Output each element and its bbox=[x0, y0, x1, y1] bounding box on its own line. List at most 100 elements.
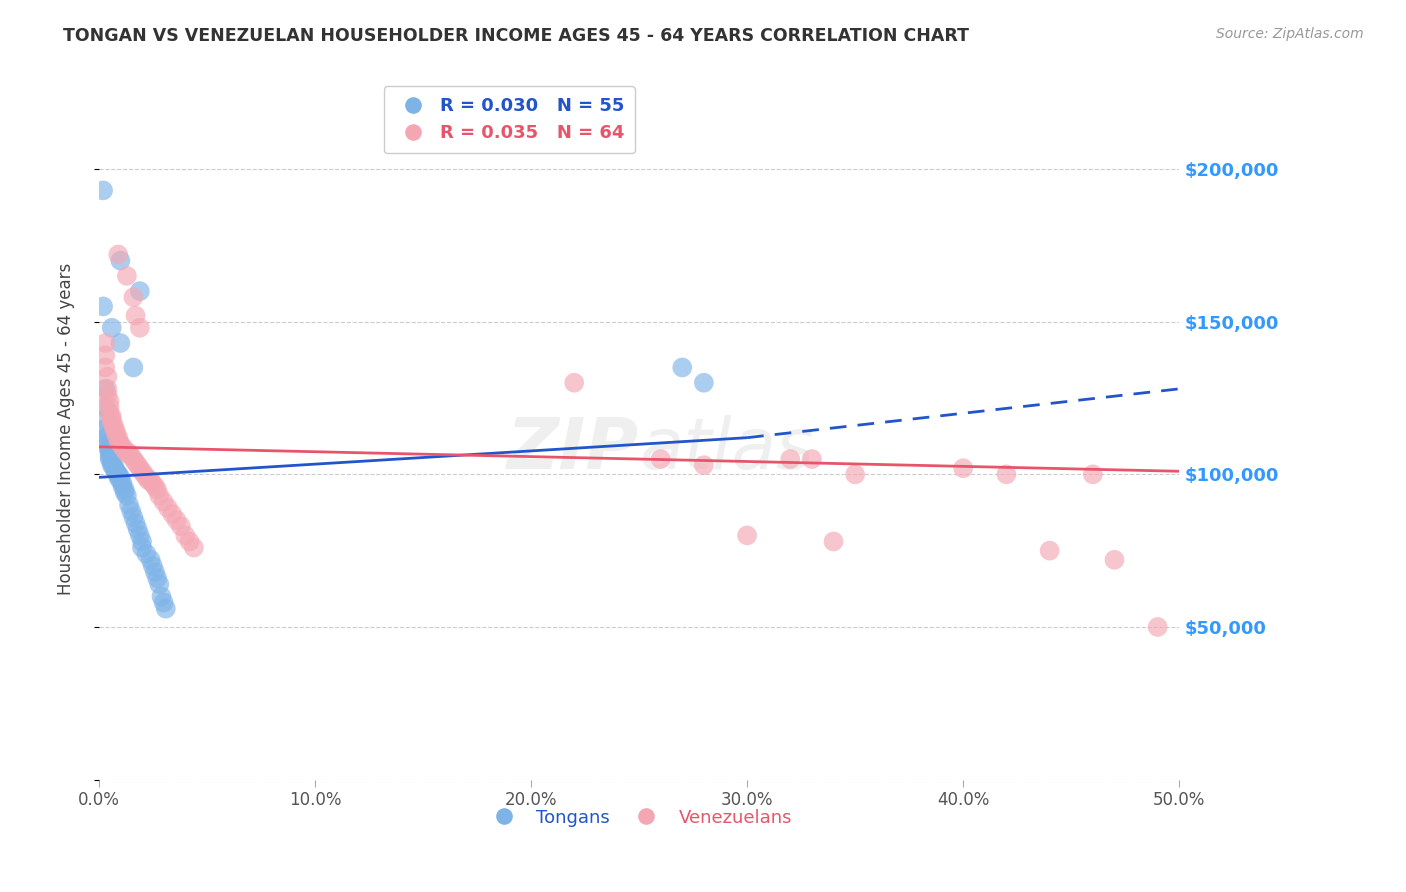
Point bbox=[122, 510, 145, 524]
Point bbox=[115, 446, 138, 460]
Point bbox=[127, 458, 149, 472]
Point bbox=[128, 320, 150, 334]
Point bbox=[100, 409, 122, 424]
Point bbox=[1039, 543, 1062, 558]
Point bbox=[142, 476, 165, 491]
Point bbox=[94, 382, 117, 396]
Point bbox=[98, 449, 121, 463]
Point bbox=[155, 601, 177, 615]
Point bbox=[166, 513, 188, 527]
Point bbox=[96, 382, 118, 396]
Point bbox=[105, 427, 128, 442]
Point bbox=[650, 452, 672, 467]
Point bbox=[124, 455, 146, 469]
Point bbox=[146, 571, 169, 585]
Point bbox=[142, 558, 165, 573]
Point bbox=[995, 467, 1018, 482]
Point bbox=[138, 474, 160, 488]
Point bbox=[107, 431, 129, 445]
Text: TONGAN VS VENEZUELAN HOUSEHOLDER INCOME AGES 45 - 64 YEARS CORRELATION CHART: TONGAN VS VENEZUELAN HOUSEHOLDER INCOME … bbox=[63, 27, 969, 45]
Point bbox=[103, 418, 125, 433]
Point bbox=[107, 467, 129, 482]
Text: atlas: atlas bbox=[640, 415, 814, 484]
Point bbox=[103, 458, 125, 472]
Point bbox=[124, 309, 146, 323]
Point bbox=[114, 485, 136, 500]
Point bbox=[105, 425, 128, 439]
Point bbox=[110, 474, 132, 488]
Point bbox=[135, 470, 157, 484]
Point bbox=[152, 595, 174, 609]
Point bbox=[118, 446, 141, 460]
Point bbox=[128, 461, 150, 475]
Y-axis label: Householder Income Ages 45 - 64 years: Householder Income Ages 45 - 64 years bbox=[58, 262, 75, 595]
Point bbox=[143, 479, 166, 493]
Point bbox=[122, 360, 145, 375]
Point bbox=[98, 446, 121, 460]
Point bbox=[162, 507, 184, 521]
Point bbox=[110, 437, 132, 451]
Point bbox=[107, 434, 129, 448]
Point bbox=[96, 431, 118, 445]
Point bbox=[128, 284, 150, 298]
Point bbox=[111, 440, 134, 454]
Point bbox=[134, 467, 156, 482]
Point bbox=[800, 452, 823, 467]
Point bbox=[96, 388, 118, 402]
Point bbox=[96, 427, 118, 442]
Point bbox=[96, 437, 118, 451]
Point bbox=[100, 320, 122, 334]
Point bbox=[1081, 467, 1104, 482]
Point bbox=[131, 464, 153, 478]
Point bbox=[103, 421, 125, 435]
Point bbox=[110, 336, 132, 351]
Point bbox=[98, 394, 121, 409]
Point bbox=[146, 483, 169, 497]
Point bbox=[107, 467, 129, 482]
Point bbox=[124, 516, 146, 531]
Point bbox=[114, 483, 136, 497]
Point bbox=[122, 452, 145, 467]
Point bbox=[100, 416, 122, 430]
Point bbox=[1146, 620, 1168, 634]
Point bbox=[94, 336, 117, 351]
Text: Source: ZipAtlas.com: Source: ZipAtlas.com bbox=[1216, 27, 1364, 41]
Point bbox=[1104, 553, 1126, 567]
Point bbox=[823, 534, 845, 549]
Point bbox=[118, 498, 141, 512]
Point bbox=[179, 534, 201, 549]
Point bbox=[98, 442, 121, 457]
Point bbox=[135, 547, 157, 561]
Point bbox=[131, 534, 153, 549]
Point bbox=[671, 360, 693, 375]
Point bbox=[170, 519, 193, 533]
Point bbox=[844, 467, 866, 482]
Point bbox=[107, 247, 129, 261]
Point bbox=[96, 369, 118, 384]
Text: ZIP: ZIP bbox=[506, 415, 640, 484]
Point bbox=[91, 300, 114, 314]
Point bbox=[131, 541, 153, 555]
Point bbox=[150, 590, 173, 604]
Point bbox=[111, 476, 134, 491]
Point bbox=[100, 458, 122, 472]
Point bbox=[562, 376, 585, 390]
Point bbox=[115, 268, 138, 283]
Point bbox=[100, 452, 122, 467]
Point bbox=[115, 489, 138, 503]
Point bbox=[94, 360, 117, 375]
Point bbox=[105, 464, 128, 478]
Point bbox=[139, 553, 162, 567]
Point bbox=[98, 400, 121, 414]
Point bbox=[94, 348, 117, 362]
Point bbox=[100, 412, 122, 426]
Point bbox=[94, 421, 117, 435]
Point bbox=[120, 504, 142, 518]
Point bbox=[98, 452, 121, 467]
Point bbox=[110, 470, 132, 484]
Point bbox=[110, 253, 132, 268]
Point bbox=[735, 528, 758, 542]
Point bbox=[96, 440, 118, 454]
Point bbox=[122, 290, 145, 304]
Point bbox=[143, 565, 166, 579]
